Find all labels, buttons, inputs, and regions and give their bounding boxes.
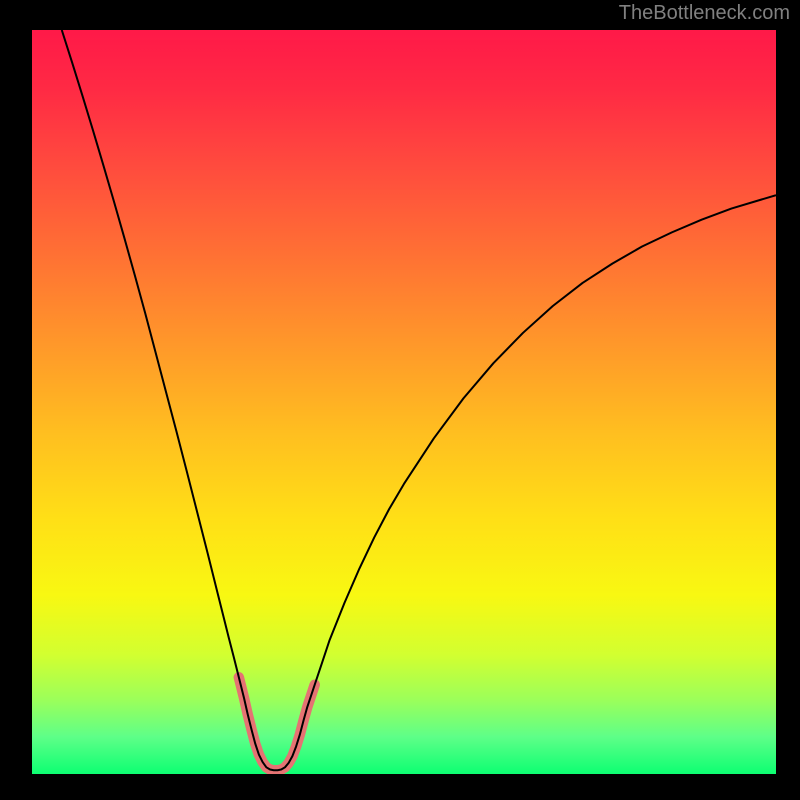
plot-area	[32, 30, 776, 774]
chart-container: TheBottleneck.com	[0, 0, 800, 800]
plot-svg	[32, 30, 776, 774]
gradient-background	[32, 30, 776, 774]
watermark-text: TheBottleneck.com	[619, 2, 790, 25]
